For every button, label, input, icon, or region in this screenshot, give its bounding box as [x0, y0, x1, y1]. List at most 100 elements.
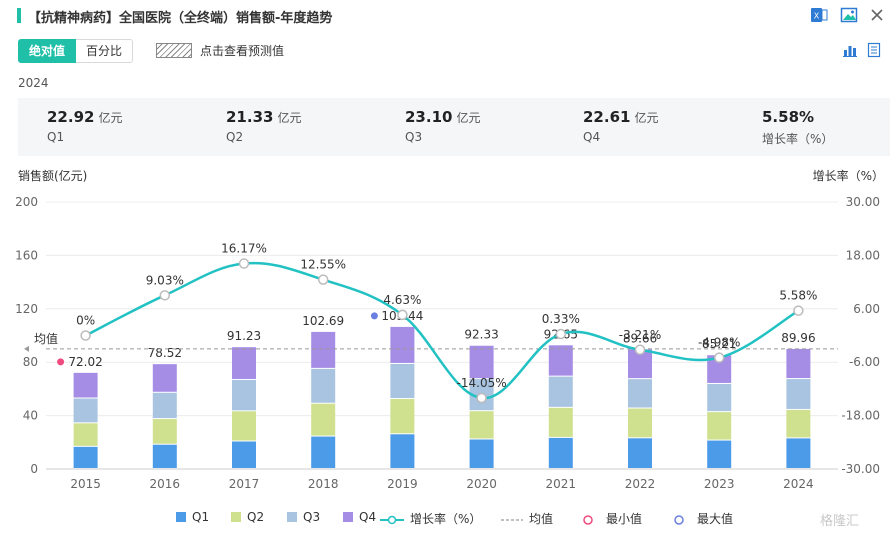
stat-value: 22.61 [583, 108, 631, 126]
image-export-icon[interactable] [840, 6, 858, 24]
legend-item[interactable]: 最小值 [576, 510, 642, 527]
mean-arrow-icon [24, 345, 29, 352]
min-marker [57, 358, 65, 366]
bar-segment-q2 [232, 411, 256, 441]
y-tick-label-right: -6.00 [849, 355, 880, 369]
legend-item[interactable]: Q4 [343, 510, 376, 524]
legend-swatch-icon [343, 512, 353, 522]
bar-segment-q3 [152, 392, 177, 419]
stat-unit: 亿元 [98, 111, 123, 125]
y-axis-title-right: 增长率（%） [812, 169, 884, 183]
legend-swatch-icon [667, 514, 691, 525]
legend-item[interactable]: Q3 [287, 510, 320, 524]
bar-segment-q4 [390, 326, 415, 363]
stat-value: 5.58% [762, 108, 815, 126]
legend-label: 增长率（%） [410, 512, 482, 526]
y-tick-label-left: 120 [15, 302, 38, 316]
legend-item[interactable]: Q2 [231, 510, 264, 524]
svg-text:X: X [814, 12, 820, 21]
forecast-toggle[interactable]: 点击查看预测值 [156, 42, 284, 59]
x-tick-label: 2019 [387, 477, 418, 491]
bar-segment-q3 [311, 368, 336, 403]
summary-stat-q1: 22.92 亿元 Q1 [47, 107, 122, 144]
chart-legend: Q1 Q2 Q3 Q4 增长率（%） 均值 最小值 最大值 [0, 510, 893, 530]
x-tick-label: 2016 [150, 477, 181, 491]
x-tick-label: 2018 [308, 477, 339, 491]
legend-label: Q4 [359, 510, 377, 524]
bar-segment-q3 [707, 383, 732, 412]
growth-point [555, 328, 567, 340]
y-tick-label-right: -18.00 [841, 409, 880, 423]
stat-unit: 亿元 [277, 111, 302, 125]
bar-segment-q4 [786, 348, 811, 379]
stat-value: 23.10 [405, 108, 453, 126]
bar-segment-q1 [232, 441, 256, 468]
bar-segment-q1 [786, 438, 811, 468]
bar-segment-q2 [548, 407, 573, 437]
bar-chart-view-icon[interactable] [842, 42, 858, 58]
growth-point [476, 392, 487, 404]
toggle-absolute-button[interactable]: 绝对值 [18, 39, 77, 63]
y-tick-label-right: -30.00 [841, 462, 880, 476]
bar-total-label: 92.33 [464, 328, 498, 342]
excel-export-icon[interactable]: X [810, 6, 828, 24]
growth-label: -14.05% [457, 376, 507, 390]
bar-segment-q4 [469, 345, 494, 379]
growth-point [317, 274, 329, 285]
summary-stat-q2: 21.33 亿元 Q2 [226, 107, 301, 144]
growth-label: 4.63% [383, 293, 421, 307]
bar-segment-q1 [707, 440, 732, 468]
close-icon[interactable] [868, 6, 886, 24]
bar-total-label: 89.96 [781, 331, 815, 345]
growth-label: -4.98% [698, 336, 740, 350]
x-tick-label: 2024 [783, 477, 814, 491]
bar-segment-q1 [469, 439, 494, 468]
growth-point [397, 309, 408, 321]
stat-label: Q4 [583, 130, 601, 144]
legend-item[interactable]: 增长率（%） [380, 510, 481, 527]
bar-segment-q1 [390, 434, 415, 468]
x-tick-label: 2020 [466, 477, 497, 491]
bar-total-label: 78.52 [148, 346, 182, 360]
summary-stat-growth: 5.58% 增长率（%） [762, 107, 833, 147]
stat-label: Q3 [405, 130, 423, 144]
summary-stat-q3: 23.10 亿元 Q3 [405, 107, 480, 144]
legend-item[interactable]: 均值 [501, 510, 553, 527]
x-tick-label: 2015 [70, 477, 101, 491]
bar-segment-q2 [311, 403, 336, 436]
forecast-label: 点击查看预测值 [200, 44, 285, 58]
bar-segment-q1 [548, 437, 573, 468]
bar-segment-q2 [707, 412, 732, 440]
bar-segment-q4 [232, 347, 256, 379]
summary-stat-q4: 22.61 亿元 Q4 [583, 107, 658, 144]
stat-unit: 亿元 [634, 111, 659, 125]
mode-toggle: 绝对值 百分比 [18, 39, 134, 63]
legend-item[interactable]: Q1 [176, 510, 209, 524]
stat-value: 22.92 [47, 108, 95, 126]
legend-label: 最大值 [697, 512, 734, 526]
bar-segment-q1 [311, 436, 336, 468]
y-tick-label-right: 30.00 [846, 195, 880, 209]
table-view-icon[interactable] [866, 42, 882, 58]
bar-total-label: 72.02 [68, 355, 102, 369]
sales-chart: 0 40 80 120 160 200 -30.00 -18.00 -6.00 6.00 18.00… [15, 195, 880, 491]
bar-segment-q2 [152, 419, 177, 444]
x-tick-label: 2021 [546, 477, 577, 491]
bar-segment-q3 [786, 379, 811, 409]
toggle-percent-button[interactable]: 百分比 [76, 39, 134, 63]
legend-item[interactable]: 最大值 [667, 510, 733, 527]
bar-segment-q3 [390, 363, 415, 399]
bar-segment-q2 [628, 408, 652, 438]
growth-point [80, 330, 91, 341]
summary-panel: 22.92 亿元 Q1 21.33 亿元 Q2 23.10 亿元 Q3 22.61 亿元… [18, 98, 890, 156]
bar-segment-q1 [152, 444, 177, 468]
y-tick-label-left: 200 [15, 195, 38, 209]
x-tick-label: 2023 [704, 477, 735, 491]
legend-label: 最小值 [606, 512, 643, 526]
bar-segment-q2 [390, 399, 415, 434]
bar-segment-q1 [628, 438, 652, 468]
growth-point [634, 344, 646, 356]
stat-value: 21.33 [226, 108, 274, 126]
growth-label: -3.21% [619, 328, 661, 342]
y-tick-label-right: 18.00 [846, 248, 880, 262]
